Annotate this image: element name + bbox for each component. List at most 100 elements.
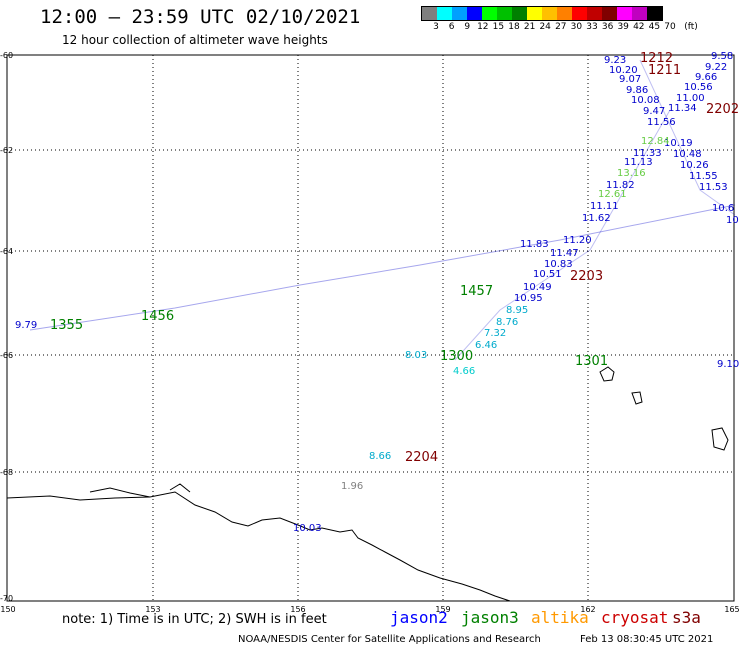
wave-height-label: 4.66: [453, 366, 476, 377]
pass-time-label: 2204: [405, 450, 439, 465]
pass-time-label: 1457: [460, 284, 494, 299]
wave-height-label: 10.95: [514, 293, 543, 304]
wave-height-label: 9.79: [15, 320, 38, 331]
wave-height-label: 11.56: [647, 117, 676, 128]
balleny-island-1: [599, 366, 615, 382]
wave-height-label: 8.76: [496, 317, 519, 328]
wave-height-label: 8.66: [369, 451, 392, 462]
scale-box: [602, 7, 617, 20]
wave-height-label: 9.07: [619, 74, 642, 85]
legend-jason2: jason2: [390, 608, 448, 627]
wave-height-label: 11.34: [668, 103, 697, 114]
pass-time-label: 1456: [141, 309, 175, 324]
wave-height-label: 11.13: [624, 157, 653, 168]
scale-tick-label: 18: [508, 22, 520, 32]
wave-height-label: 10.08: [631, 95, 660, 106]
wave-height-label: 10: [726, 215, 739, 226]
wave-height-label: 11.00: [676, 93, 705, 104]
legend-cryosat: cryosat: [601, 608, 669, 627]
scale-tick-label: 21: [523, 22, 536, 32]
wave-height-label: 7.32: [484, 328, 507, 339]
lon-label: 165: [724, 605, 740, 614]
lat-label: -70: [0, 594, 14, 603]
scale-tick-label: 30: [570, 22, 583, 32]
scale-box: [632, 7, 647, 20]
scale-tick-label: 39: [617, 22, 629, 32]
pass-time-label: 1300: [440, 349, 474, 364]
scale-box: [572, 7, 587, 20]
lon-label: 162: [580, 605, 596, 614]
map-frame: [6, 54, 735, 602]
pass-time-label: 1355: [50, 318, 84, 333]
legend-altika: altika: [531, 608, 589, 627]
scale-tick-label: 12: [477, 22, 489, 32]
wave-height-label: 10.26: [680, 160, 709, 171]
wave-height-label: 8.03: [405, 350, 428, 361]
wave-height-label: 11.83: [520, 239, 549, 250]
footer-timestamp: Feb 13 08:30:45 UTC 2021: [580, 634, 714, 645]
scale-unit-label: (ft): [684, 22, 698, 32]
wave-height-label: 11.82: [606, 180, 635, 191]
scale-box: [422, 7, 437, 20]
lat-label: -60: [0, 51, 14, 60]
wave-height-label: 10.51: [533, 269, 562, 280]
wave-height-label: 10.49: [523, 282, 552, 293]
scale-tick-label: 15: [492, 22, 505, 32]
lat-label: -64: [0, 247, 14, 256]
wave-height-label: 8.95: [506, 305, 529, 316]
scale-box: [542, 7, 557, 20]
wave-height-label: 10.83: [544, 259, 573, 270]
wave-height-label: 11.55: [689, 171, 718, 182]
scale-labels: 3 6 9 12 15 18 21 24 27 30 33 36 39 42 45 70 (ft): [421, 21, 698, 35]
wave-height-label: 12.61: [598, 189, 627, 200]
legend-s3a: s3a: [672, 608, 701, 627]
wave-height-label: 13.16: [617, 168, 646, 179]
lon-label: 150: [0, 605, 16, 614]
legend-note: note: 1) Time is in UTC; 2) SWH is in fe…: [62, 612, 327, 627]
pass-time-label: 2203: [570, 269, 604, 284]
scale-tick-label: 24: [539, 22, 551, 32]
wave-height-label: 11.33: [633, 148, 662, 159]
lat-label: -68: [0, 468, 14, 477]
balleny-island-3: [711, 427, 729, 451]
wave-height-label: 11.20: [563, 235, 592, 246]
scale-box: [527, 7, 542, 20]
scale-box: [467, 7, 482, 20]
wave-height-label: 6.46: [475, 340, 498, 351]
wave-height-label: 9.66: [695, 72, 718, 83]
scale-box: [482, 7, 497, 20]
wave-height-label: 1.96: [341, 481, 364, 492]
wave-height-label: 11.62: [582, 213, 611, 224]
scale-box: [647, 7, 662, 20]
scale-tick-label: 70: [664, 22, 676, 32]
scale-box: [512, 7, 527, 20]
wave-height-label: 9.58: [711, 51, 734, 62]
wave-height-label: 11.47: [550, 248, 579, 259]
scale-tick-label: 45: [648, 22, 661, 32]
lat-label: -62: [0, 146, 14, 155]
footer-credit: NOAA/NESDIS Center for Satellite Applica…: [238, 634, 541, 645]
lon-label: 159: [435, 605, 451, 614]
pass-time-label: 2202: [706, 102, 740, 117]
altimeter-tracks: [29, 59, 736, 361]
scale-box: [617, 7, 632, 20]
lon-label: 153: [145, 605, 161, 614]
map-subtitle: 12 hour collection of altimeter wave hei…: [62, 33, 328, 47]
wave-height-label: 9.23: [604, 55, 627, 66]
wave-height-scale: 3 6 9 12 15 18 21 24 27 30 33 36 39 42 45 70 (ft): [421, 6, 698, 35]
wave-height-label: 9.10: [717, 359, 740, 370]
graticule: [7, 55, 734, 601]
scale-box: [437, 7, 452, 20]
scale-tick-label: 36: [601, 22, 614, 32]
scale-box: [497, 7, 512, 20]
balleny-island-2: [631, 391, 643, 405]
lat-label: -66: [0, 351, 14, 360]
pass-time-label: 1211: [648, 63, 682, 78]
scale-tick-label: 6: [448, 22, 455, 32]
wave-height-label: 10.56: [684, 82, 713, 93]
scale-box: [587, 7, 602, 20]
map-title: 12:00 – 23:59 UTC 02/10/2021: [40, 6, 361, 28]
wave-height-label: 9.86: [626, 85, 649, 96]
scale-box: [452, 7, 467, 20]
